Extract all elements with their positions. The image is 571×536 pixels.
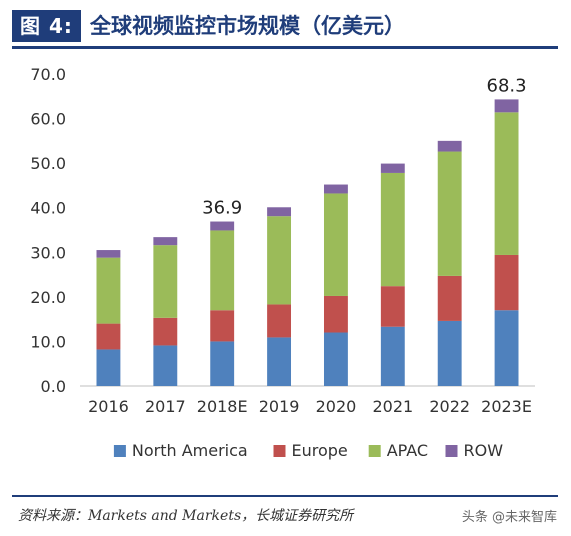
y-tick-label: 10.0 (30, 332, 66, 351)
bar-segment-apac (96, 257, 121, 324)
bar-segment-europe (210, 310, 235, 342)
bar-segment-apac (210, 230, 235, 311)
stacked-bar-chart: 0.0 10.0 20.0 30.0 40.0 50.0 60.0 70.0 2016 2017 2… (30, 65, 535, 460)
x-tick-label: 2018E (197, 397, 248, 416)
bar-segment-apac (153, 245, 178, 318)
bar-segment-north-america (380, 326, 405, 386)
bar-segment-europe (153, 317, 178, 346)
bar-segment-row (494, 99, 519, 113)
bar-segment-row (380, 163, 405, 173)
bar-segment-north-america (437, 320, 462, 386)
legend-swatch (113, 445, 126, 457)
bar-segment-row (323, 184, 348, 194)
bar-segment-row (437, 140, 462, 152)
figure-header: 图 4: 全球视频监控市场规模（亿美元） (12, 10, 558, 49)
y-tick-label: 40.0 (30, 199, 66, 218)
bar-segment-north-america (210, 341, 235, 386)
bar-segment-apac (437, 151, 462, 276)
bar-segment-europe (267, 304, 292, 338)
bar-segment-europe (437, 275, 462, 321)
header-divider (12, 46, 558, 49)
bar-segment-north-america (96, 349, 121, 386)
bar-segment-row (153, 237, 178, 246)
y-tick-label: 30.0 (30, 243, 66, 262)
figure-tag: 图 4: (12, 10, 81, 42)
legend-label: North America (132, 441, 248, 460)
bar-segment-row (210, 221, 235, 231)
data-label: 36.9 (202, 198, 242, 219)
legend-swatch (273, 445, 286, 457)
source-note: 资料来源：Markets and Markets，长城证券研究所 (18, 508, 354, 524)
x-tick-label: 2020 (316, 397, 357, 416)
legend-label: ROW (464, 441, 504, 460)
bar-segment-europe (494, 254, 519, 311)
y-tick-label: 20.0 (30, 288, 66, 307)
data-label: 68.3 (487, 75, 527, 96)
legend-swatch (445, 445, 458, 457)
legend-swatch (368, 445, 381, 457)
bar-segment-apac (380, 172, 405, 287)
x-tick-label: 2023E (481, 397, 532, 416)
x-tick-label: 2022 (429, 397, 470, 416)
bar-segment-apac (267, 216, 292, 305)
watermark: 头条 @未来智库 (461, 510, 557, 525)
bar-segment-north-america (494, 310, 519, 386)
x-tick-label: 2021 (372, 397, 413, 416)
chart-title: 全球视频监控市场规模（亿美元） (90, 14, 405, 38)
y-tick-label: 0.0 (41, 377, 66, 396)
bar-segment-north-america (267, 337, 292, 386)
bar-segment-north-america (323, 332, 348, 386)
x-tick-label: 2019 (259, 397, 300, 416)
y-tick-label: 70.0 (30, 65, 66, 84)
bar-segment-row (96, 250, 121, 258)
bar-segment-apac (494, 112, 519, 255)
legend-label: Europe (292, 441, 348, 460)
bar-segment-europe (323, 295, 348, 333)
x-tick-label: 2017 (145, 397, 186, 416)
legend-label: APAC (387, 441, 428, 460)
bar-segment-europe (96, 323, 121, 350)
x-tick-label: 2016 (88, 397, 129, 416)
footer-divider (12, 495, 558, 497)
bar-segment-north-america (153, 345, 178, 386)
bar-segment-apac (323, 193, 348, 296)
y-tick-label: 60.0 (30, 110, 66, 129)
bar-segment-europe (380, 286, 405, 327)
y-tick-label: 50.0 (30, 154, 66, 173)
bar-segment-row (267, 207, 292, 217)
